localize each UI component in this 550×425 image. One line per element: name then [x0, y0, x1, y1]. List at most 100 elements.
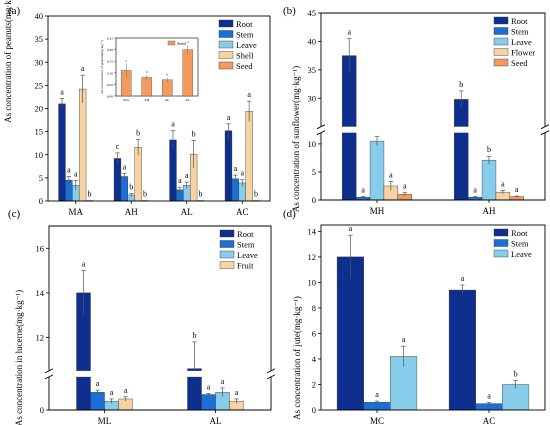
y-tick-label: 0	[312, 405, 316, 415]
y-tick-label: 14	[308, 226, 317, 236]
panel-3: a a a a ML b a a a AL 0 12 14 16 As concentration in l…	[8, 208, 276, 425]
legend-label-stem: Stem	[236, 30, 254, 40]
inset-x-tick-label: AH	[144, 98, 150, 102]
y-axis-label: As concentration of jute(mg·kg⁻¹)	[292, 296, 302, 420]
significance-letter: a	[227, 113, 231, 122]
y-tick-label: 2	[312, 379, 316, 389]
panel-label: (d)	[283, 208, 296, 220]
significance-letter: a	[123, 162, 127, 171]
bar-stem-al	[201, 394, 216, 411]
legend-swatch-stem	[493, 27, 509, 35]
bar-leave-ac	[502, 384, 530, 411]
significance-letter: b	[487, 145, 491, 154]
inset-y-axis-label: As concentration of peanuts(mg·kg⁻¹)	[100, 39, 104, 93]
y-tick-label: 12	[36, 332, 45, 342]
inset-chart: 0.00 0.05 0.10 0.15 0.20 0.25 a MA b AH b AL a AC As c…	[100, 37, 199, 102]
panel-label: (c)	[8, 208, 21, 220]
inset-legend-swatch	[167, 40, 176, 46]
legend-swatch-shell	[218, 51, 234, 59]
panel-4: a a a MC a a b AC 0 2 4 6 8 10 12 14 As concentration of…	[283, 208, 546, 425]
bar-shell-ah	[134, 147, 142, 202]
inset-y-tick-label: 0.15	[107, 60, 113, 64]
significance-letter: a	[403, 182, 407, 191]
x-tick-label: MH	[370, 206, 385, 216]
significance-letter: a	[74, 170, 78, 179]
axis-break-mark	[44, 368, 54, 374]
y-tick-label: 5	[39, 173, 43, 183]
y-tick-label: 16	[36, 243, 45, 253]
significance-letter: a	[81, 64, 85, 73]
y-tick-label: 12	[308, 252, 317, 262]
significance-letter: a	[60, 87, 64, 96]
significance-letter: a	[515, 185, 519, 194]
significance-letter: b	[459, 80, 463, 89]
x-tick-label: MA	[68, 207, 83, 217]
legend-label-stem: Stem	[511, 239, 529, 249]
legend-label-leave: Leave	[236, 40, 257, 50]
axis-break-mark	[266, 374, 276, 380]
y-tick-label: 15	[35, 127, 44, 137]
significance-letter: a	[389, 170, 393, 179]
axis-frame-lower	[320, 132, 546, 201]
legend-swatch-fruit	[219, 261, 235, 269]
x-tick-label: AL	[181, 207, 193, 217]
legend-swatch-leave	[493, 249, 509, 258]
bar-leave-mh	[369, 140, 385, 201]
axis-break-mark	[316, 130, 326, 136]
x-tick-label: AH	[483, 206, 496, 216]
bar-root-ah	[113, 158, 122, 202]
legend-label-root: Root	[236, 19, 253, 29]
x-tick-label: ML	[98, 416, 112, 425]
x-tick-label: AC	[236, 207, 249, 217]
y-tick-label: 10	[308, 139, 317, 149]
legend-label-stem: Stem	[237, 240, 255, 250]
y-tick-label: 35	[35, 34, 44, 44]
y-tick-label: 14	[36, 288, 45, 298]
inset-y-tick-label: 0.20	[107, 48, 113, 52]
inset-significance-letter: a	[125, 59, 127, 63]
inset-bar-ac	[182, 49, 194, 97]
panel-2: aaaaaMHbabaaAH051030354045As concentrati…	[283, 5, 550, 216]
y-tick-label: 20	[35, 104, 44, 114]
significance-letter: a	[67, 165, 71, 174]
significance-letter: b	[193, 331, 197, 340]
significance-letter: a	[349, 224, 353, 233]
axis-frame-upper	[48, 225, 272, 371]
bar-root-ac	[448, 289, 476, 411]
bar-root-ah	[454, 99, 469, 201]
inset-significance-letter: b	[146, 70, 148, 74]
axis-break-mark	[540, 130, 550, 136]
significance-letter: b	[254, 190, 258, 199]
legend-swatch-flower	[493, 48, 509, 56]
significance-letter: a	[207, 382, 211, 391]
bar-stem-ah	[120, 176, 129, 202]
y-tick-label: 0	[312, 195, 316, 205]
panel-label: (b)	[283, 5, 296, 17]
y-tick-label: 10	[308, 277, 317, 287]
y-axis-label: As concentration of sunflower(mg·kg⁻¹)	[291, 66, 301, 212]
significance-letter: b	[88, 190, 92, 199]
x-tick-label: MC	[370, 416, 384, 425]
legend-label-root: Root	[237, 229, 254, 239]
axis-break-mark	[316, 124, 326, 130]
y-tick-label: 5	[312, 167, 316, 177]
significance-letter: a	[240, 169, 244, 178]
y-tick-label: 35	[308, 65, 317, 75]
legend-label-leave: Leave	[511, 249, 532, 259]
inset-x-tick-label: MA	[123, 98, 129, 102]
legend-swatch-stem	[493, 239, 509, 247]
x-tick-label: AL	[210, 416, 222, 425]
inset-legend-label: Seed	[177, 41, 186, 46]
axis-frame-lower	[48, 376, 272, 411]
bar-shell-ac	[245, 111, 253, 202]
legend-label-leave: Leave	[511, 37, 532, 47]
legend-label-stem: Stem	[511, 27, 529, 37]
axis-frame	[320, 224, 546, 411]
axis-break-mark	[540, 124, 550, 130]
axis-break-mark	[44, 374, 54, 380]
significance-letter: a	[402, 335, 406, 344]
legend-swatch-root	[219, 229, 235, 238]
significance-letter: a	[487, 391, 491, 400]
inset-y-tick-label: 0.00	[107, 95, 113, 99]
significance-letter: a	[461, 274, 465, 283]
